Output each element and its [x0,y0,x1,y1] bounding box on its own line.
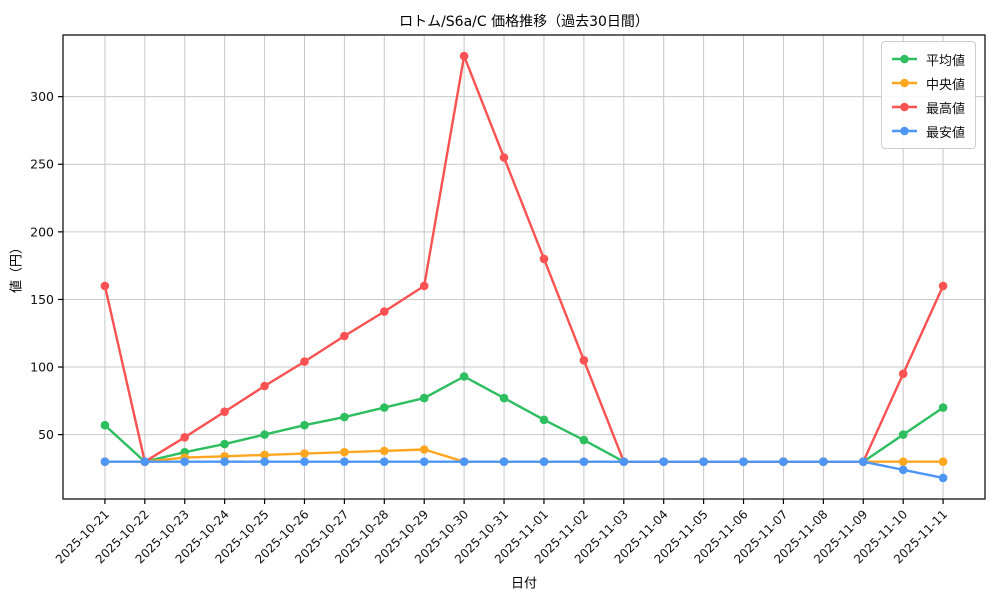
average-point [459,372,469,381]
min-point [579,457,589,467]
min-line [104,460,944,480]
max-point [300,357,309,366]
legend-label-min: 最安値 [925,125,965,141]
min-point [859,457,868,467]
legend-swatch-min [891,126,917,136]
min-point [459,457,469,467]
legend-marker [900,102,909,112]
min-point [260,457,269,467]
y-tick-label: 200 [30,224,54,239]
legend-item-median: 中央値 [891,73,965,93]
min-point [779,457,788,467]
max-point [898,369,908,379]
max-point [220,407,229,417]
legend-label-max: 最高値 [925,101,965,117]
max-point [938,281,948,291]
min-point [180,457,189,467]
min-point [938,473,948,483]
min-point [739,457,748,467]
min-point [140,457,150,467]
average-line [104,375,944,463]
median-point [898,457,908,467]
max-point [499,153,509,162]
median-point [300,449,309,458]
legend-item-min: 最安値 [891,121,965,141]
average-point [499,393,509,403]
average-point [898,430,908,439]
x-axis-label: 日付 [510,576,538,592]
max-point [459,51,469,61]
legend-item-average: 平均値 [891,49,965,69]
median-point [380,446,389,456]
legend-marker [900,54,909,64]
min-point [220,457,229,467]
min-point [499,457,509,467]
legend-marker [900,78,909,88]
median-point [340,447,349,457]
max-point [340,331,349,341]
y-tick-label: 250 [30,157,54,172]
legend-marker [900,126,909,136]
min-point [619,457,629,467]
average-point [340,412,349,422]
legend-swatch-median [891,78,917,88]
average-point [260,430,269,439]
legend-label-median: 中央値 [925,77,965,93]
min-point [300,457,309,467]
max-point [260,381,269,391]
legend-item-max: 最高値 [891,97,965,117]
y-tick-label: 50 [38,427,54,442]
plot-border [62,34,986,500]
max-point [419,281,429,291]
min-point [659,457,668,467]
min-point [419,457,429,467]
average-point [419,393,429,403]
average-point [380,403,389,412]
min-point [819,457,828,467]
min-point [380,457,389,467]
average-point [579,435,589,445]
y-tick-label: 100 [30,360,54,375]
average-point [300,420,309,430]
median-point [260,450,269,460]
max-point [579,356,589,365]
min-point [340,457,349,467]
average-point [100,420,110,430]
y-tick-label: 300 [30,89,54,104]
median-line [104,448,944,463]
average-point [220,439,229,449]
legend-swatch-average [891,54,917,64]
max-point [100,281,110,291]
min-point [539,457,549,467]
average-point [938,403,948,412]
max-point [180,433,189,442]
max-line [103,54,945,463]
legend-label-average: 平均値 [925,53,965,69]
min-point [898,465,908,475]
median-point [938,457,948,467]
average-point [539,415,549,425]
legend: 平均値中央値最高値最安値 [880,41,976,149]
median-point [419,445,429,454]
min-point [699,457,708,467]
min-point [100,457,110,467]
max-point [380,307,389,316]
y-tick-label: 150 [30,292,54,307]
max-point [539,254,549,264]
legend-swatch-max [891,102,917,112]
chart-title: ロトム/S6a/C 価格推移（過去30日間） [399,14,649,30]
